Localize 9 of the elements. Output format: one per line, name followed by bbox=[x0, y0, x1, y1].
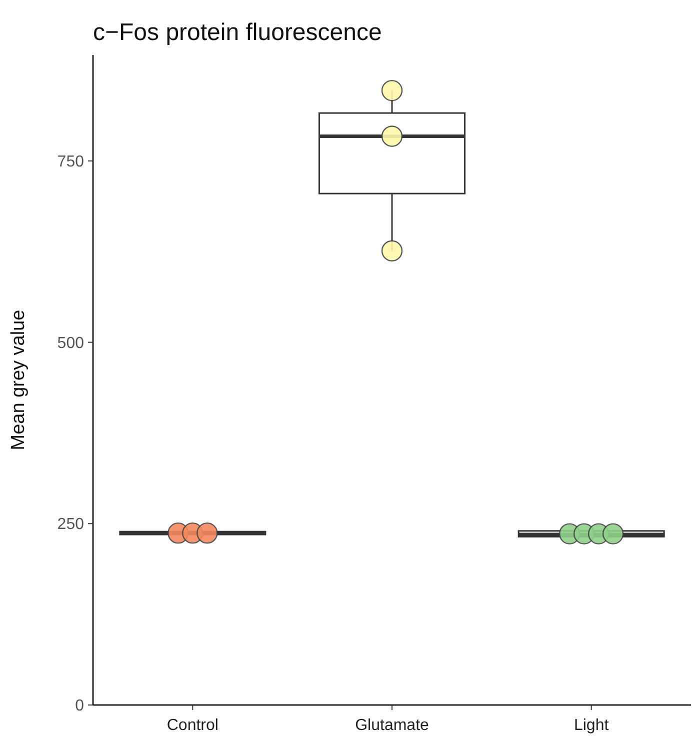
y-tick-label: 750 bbox=[57, 154, 84, 171]
x-tick-label: Control bbox=[166, 717, 218, 734]
y-tick-label: 500 bbox=[57, 334, 84, 352]
x-tick-label: Glutamate bbox=[355, 717, 430, 734]
y-axis-title: Mean grey value bbox=[8, 310, 29, 450]
y-tick-label: 0 bbox=[75, 698, 84, 715]
y-tick-label: 250 bbox=[57, 516, 84, 534]
x-tick-label: Light bbox=[574, 717, 610, 734]
chart-title: c−Fos protein fluorescence bbox=[93, 19, 382, 46]
